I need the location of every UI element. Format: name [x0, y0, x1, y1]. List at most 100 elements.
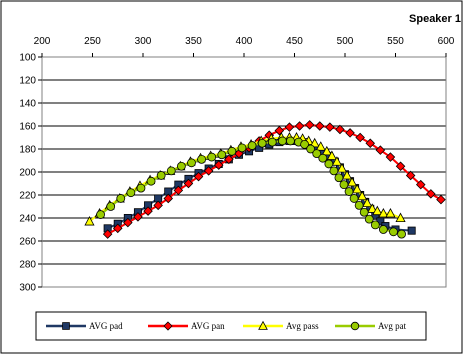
data-point — [355, 132, 365, 143]
data-point — [309, 137, 320, 148]
x-tick-label: 600 — [438, 36, 455, 47]
data-point — [415, 179, 426, 190]
y-tick-label: 260 — [19, 237, 36, 248]
legend-label: AVG pad — [89, 321, 123, 331]
data-point — [397, 229, 406, 239]
legend-label: Avg pat — [378, 321, 407, 331]
y-tick-label: 160 — [19, 122, 36, 133]
data-point — [314, 121, 325, 131]
data-point — [426, 189, 436, 199]
data-point — [286, 136, 295, 146]
data-point — [318, 153, 328, 163]
data-point — [331, 156, 342, 166]
data-point — [389, 227, 398, 237]
series-line — [107, 123, 442, 235]
y-tick-label: 180 — [19, 145, 36, 156]
data-point — [173, 185, 184, 196]
data-point — [116, 194, 126, 203]
data-point — [347, 176, 358, 187]
y-tick-label: 120 — [19, 76, 36, 87]
data-point — [385, 152, 396, 162]
data-point — [84, 216, 95, 226]
legend-label: Avg pass — [286, 321, 319, 331]
data-point — [267, 137, 277, 147]
data-point — [156, 171, 166, 180]
data-point — [395, 212, 406, 223]
y-axis: 100 120 140 160 180 200 220 240 260 280 300 — [19, 53, 42, 294]
data-point — [217, 150, 227, 160]
data-point — [367, 203, 378, 213]
y-tick-label: 100 — [19, 53, 36, 64]
legend-item: AVG pad — [46, 321, 123, 331]
data-point — [176, 161, 186, 171]
data-point — [96, 210, 105, 219]
data-point — [324, 159, 334, 169]
data-point — [123, 217, 133, 228]
y-tick-label: 200 — [19, 168, 36, 179]
data-point — [112, 223, 123, 234]
data-point — [203, 166, 214, 176]
data-point — [315, 141, 326, 151]
data-point — [362, 197, 373, 208]
legend-item: Avg pass — [243, 320, 319, 331]
y-tick-label: 140 — [19, 99, 36, 110]
data-point — [436, 194, 446, 205]
data-point — [336, 163, 348, 173]
x-tick-label: 200 — [34, 36, 51, 47]
data-point — [334, 173, 344, 183]
data-point — [378, 207, 389, 218]
data-point — [277, 136, 287, 146]
data-point — [306, 144, 316, 154]
data-point — [247, 141, 257, 150]
x-tick-label: 400 — [236, 36, 253, 47]
data-point — [405, 170, 416, 181]
data-point — [166, 166, 176, 176]
y-tick-label: 280 — [19, 260, 36, 271]
data-point — [300, 139, 310, 149]
data-point — [193, 171, 204, 182]
data-point — [163, 321, 173, 331]
data-point — [183, 178, 194, 189]
data-point — [284, 122, 295, 132]
legend-item: Avg pat — [335, 321, 407, 331]
data-point — [224, 154, 234, 165]
data-point — [102, 229, 113, 239]
data-point — [354, 200, 364, 210]
data-point — [237, 143, 247, 153]
data-point — [227, 146, 237, 156]
x-tick-label: 550 — [387, 36, 404, 47]
data-point — [213, 160, 224, 170]
x-tick-label: 300 — [135, 36, 152, 47]
data-point — [143, 206, 153, 216]
chart-title: Speaker 1 — [409, 13, 461, 25]
data-point — [365, 138, 376, 149]
data-point — [126, 188, 136, 198]
data-point — [153, 200, 163, 211]
data-point — [133, 212, 143, 222]
data-point — [352, 183, 363, 194]
y-tick-label: 220 — [19, 191, 36, 202]
series-avg-pat — [96, 136, 406, 239]
y-tick-label: 300 — [19, 283, 36, 294]
data-point — [326, 150, 337, 160]
data-point — [395, 161, 406, 172]
y-tick-label: 240 — [19, 214, 36, 225]
data-point — [349, 194, 359, 203]
series-layer — [84, 120, 446, 239]
data-point — [163, 193, 174, 204]
data-point — [341, 170, 353, 180]
data-point — [136, 183, 146, 193]
data-point — [339, 180, 349, 190]
data-point — [378, 225, 388, 234]
data-point — [207, 152, 217, 162]
legend-item: AVG pan — [148, 321, 225, 331]
data-point — [106, 202, 116, 211]
data-point — [350, 321, 360, 331]
data-point — [370, 220, 380, 230]
x-tick-label: 350 — [185, 36, 202, 47]
data-point — [335, 124, 345, 135]
x-tick-label: 500 — [337, 36, 354, 47]
data-point — [197, 154, 206, 164]
data-point — [258, 320, 268, 330]
